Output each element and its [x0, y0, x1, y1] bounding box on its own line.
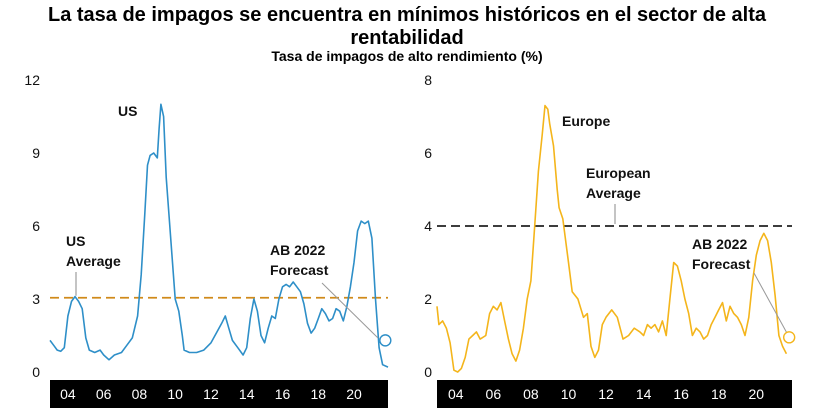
us-series-label: US — [118, 103, 137, 119]
us-xtick-label: 10 — [167, 386, 183, 402]
europe-forecast-marker — [782, 331, 796, 344]
us-xaxis-band — [50, 380, 388, 408]
europe-series-line — [436, 104, 788, 373]
europe-forecast-label-line2: Forecast — [692, 256, 751, 272]
us-forecast-label-line1: AB 2022 — [270, 242, 325, 258]
europe-xtick-label: 06 — [486, 386, 502, 402]
us-xtick-label: 12 — [203, 386, 219, 402]
europe-xtick-label: 20 — [749, 386, 765, 402]
europe-xtick-label: 18 — [711, 386, 727, 402]
us-xtick-label: 16 — [275, 386, 291, 402]
europe-xtick-label: 08 — [523, 386, 539, 402]
us-ytick-label: 0 — [32, 364, 40, 380]
us-ytick-label: 9 — [32, 145, 40, 161]
us-forecast-leader — [321, 282, 379, 339]
us-xtick-label: 20 — [346, 386, 362, 402]
europe-ytick-label: 8 — [424, 72, 432, 88]
chart-title: La tasa de impagos se encuentra en mínim… — [47, 4, 767, 49]
us-average-label-line2: Average — [66, 253, 121, 269]
us-average-label-line1: US — [66, 233, 85, 249]
chart-subtitle: Tasa de impagos de alto rendimiento (%) — [271, 48, 543, 64]
europe-average-label-line2: Average — [586, 185, 641, 201]
us-xtick-label: 08 — [132, 386, 148, 402]
europe-xtick-label: 10 — [561, 386, 577, 402]
europe-forecast-label-line1: AB 2022 — [692, 236, 747, 252]
us-ytick-label: 12 — [24, 72, 40, 88]
us-series-line — [49, 103, 389, 368]
us-ytick-label: 3 — [32, 291, 40, 307]
europe-xtick-label: 16 — [673, 386, 689, 402]
europe-xtick-label: 04 — [448, 386, 464, 402]
europe-xaxis-band — [437, 380, 792, 408]
us-xtick-label: 18 — [310, 386, 326, 402]
us-xtick-label: 04 — [60, 386, 76, 402]
europe-series-label: Europe — [562, 113, 610, 129]
europe-ytick-label: 2 — [424, 291, 432, 307]
us-forecast-marker — [379, 334, 392, 347]
europe-xtick-label: 14 — [636, 386, 652, 402]
europe-ytick-label: 4 — [424, 218, 432, 234]
us-forecast-label-line2: Forecast — [270, 262, 329, 278]
europe-forecast-leader — [753, 272, 789, 336]
europe-ytick-label: 0 — [424, 364, 432, 380]
us-ytick-label: 6 — [32, 218, 40, 234]
europe-average-label-line1: European — [586, 165, 651, 181]
europe-xtick-label: 12 — [598, 386, 614, 402]
us-xtick-label: 14 — [239, 386, 255, 402]
us-xtick-label: 06 — [96, 386, 112, 402]
europe-ytick-label: 6 — [424, 145, 432, 161]
